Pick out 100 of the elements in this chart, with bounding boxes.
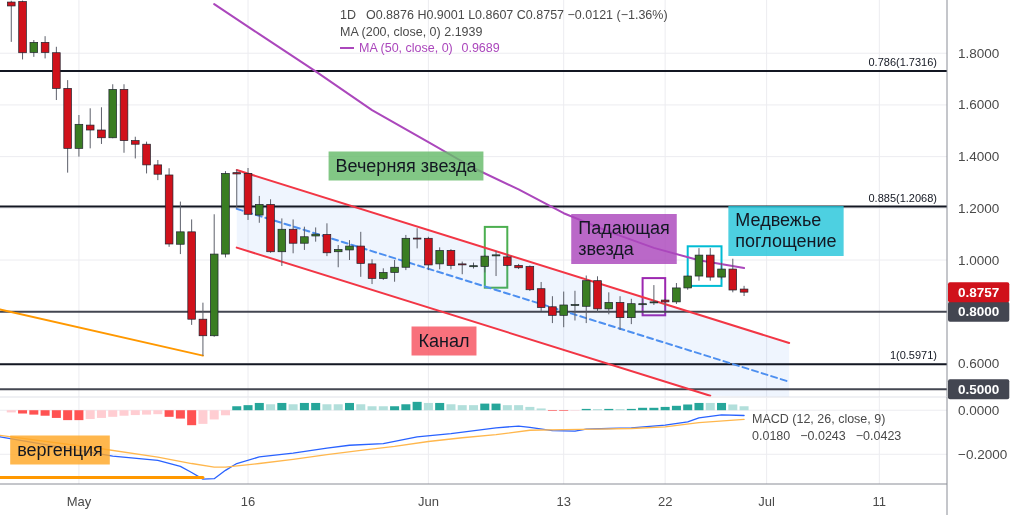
candlestick [390,259,399,283]
bar [198,410,208,424]
bar [164,410,174,417]
bar [717,402,727,411]
bar [6,410,16,413]
ref-line-label: 0.5000 [958,381,1000,397]
annotation: MA (200, close, 0) 2.1939 [340,24,483,39]
candlestick [548,295,557,324]
annotation: Падающая звезда [578,218,670,259]
y-tick-label: 0.6000 [958,355,1000,371]
ref-line-label: 0.8000 [958,304,1000,320]
ref-line-label: 0.786(1.7316) [868,55,937,68]
x-tick-label: 11 [872,493,887,509]
x-tick-label: 22 [657,493,673,509]
candlestick [446,248,456,270]
bar [514,405,524,411]
candlestick [356,231,365,278]
candlestick [412,227,422,249]
candlestick [345,239,354,261]
bar [356,404,366,411]
bar [288,404,298,411]
candlestick [435,246,444,270]
bar [130,410,140,416]
annotation: 0.0180 [752,428,791,443]
bar [705,402,715,411]
y-tick-label: 1.2000 [958,200,1000,216]
bar [266,404,276,411]
bar [51,410,61,418]
candlestick [570,290,580,321]
x-tick-label: May [66,493,92,509]
bar [525,406,535,411]
candlestick [153,159,163,181]
candlestick [604,291,613,315]
bar [29,410,39,415]
candlestick [131,136,140,159]
bar [728,404,738,411]
bar [96,410,106,418]
annotation: −0.0423 [855,428,902,443]
bar [683,404,693,411]
bar [63,410,73,421]
y-tick-label: 0.0000 [958,402,1000,418]
annotation: Медвежье поглощение [735,210,837,251]
bar [254,402,264,411]
candlestick [277,217,287,267]
bar [480,403,490,411]
bar [739,406,749,411]
candlestick [86,107,95,149]
bar [175,410,185,419]
bar [491,403,501,411]
candlestick [198,302,208,357]
bar [344,402,354,411]
bar [142,410,152,415]
candlestick [728,258,737,293]
candlestick [40,35,50,59]
candlestick [615,295,625,331]
text: 1D [340,8,356,22]
candlestick [649,284,659,306]
text: MACD (12, 26, close, 9) [752,412,886,426]
candlestick [627,298,636,325]
bar [660,406,670,411]
y-tick-label: 1.4000 [958,149,1000,165]
bar [277,402,287,411]
bar [390,406,400,411]
bar [401,404,411,411]
y-tick-label: 1.6000 [958,97,1000,113]
candlestick [367,258,377,285]
text: 0.8757 [958,284,1000,300]
ref-line-label: 0.885(1.2068) [868,191,937,204]
bar [85,410,95,420]
bar [311,402,321,411]
candlestick [525,264,535,292]
candlestick [739,285,749,297]
candlestick [142,141,151,174]
candlestick [706,247,715,282]
y-tick-label: 1.0000 [958,252,1000,268]
candlestick [491,250,501,277]
bar [322,404,332,411]
bar [153,410,163,415]
x-tick-label: Jul [758,493,776,509]
bar [378,406,388,411]
candlestick [559,291,568,328]
bar [187,410,197,426]
bar [457,405,467,411]
bar [671,405,681,411]
candlestick [672,282,681,305]
bar [502,405,512,411]
candlestick [288,218,298,254]
x-tick-label: Jun [417,493,439,509]
candlestick [97,106,106,145]
candlestick [300,226,309,251]
annotation: вергенция [17,439,103,460]
bar [446,404,456,411]
candlestick [7,0,16,43]
bar [119,410,129,416]
x-tick-label: 16 [240,493,256,509]
text: O0.8876 H0.9001 L0.8607 C0.8757 −0.0121 (−1.36%) [365,8,668,22]
candlestick [694,247,704,282]
candlestick [322,222,332,257]
bar [40,410,50,416]
bar [299,402,309,411]
